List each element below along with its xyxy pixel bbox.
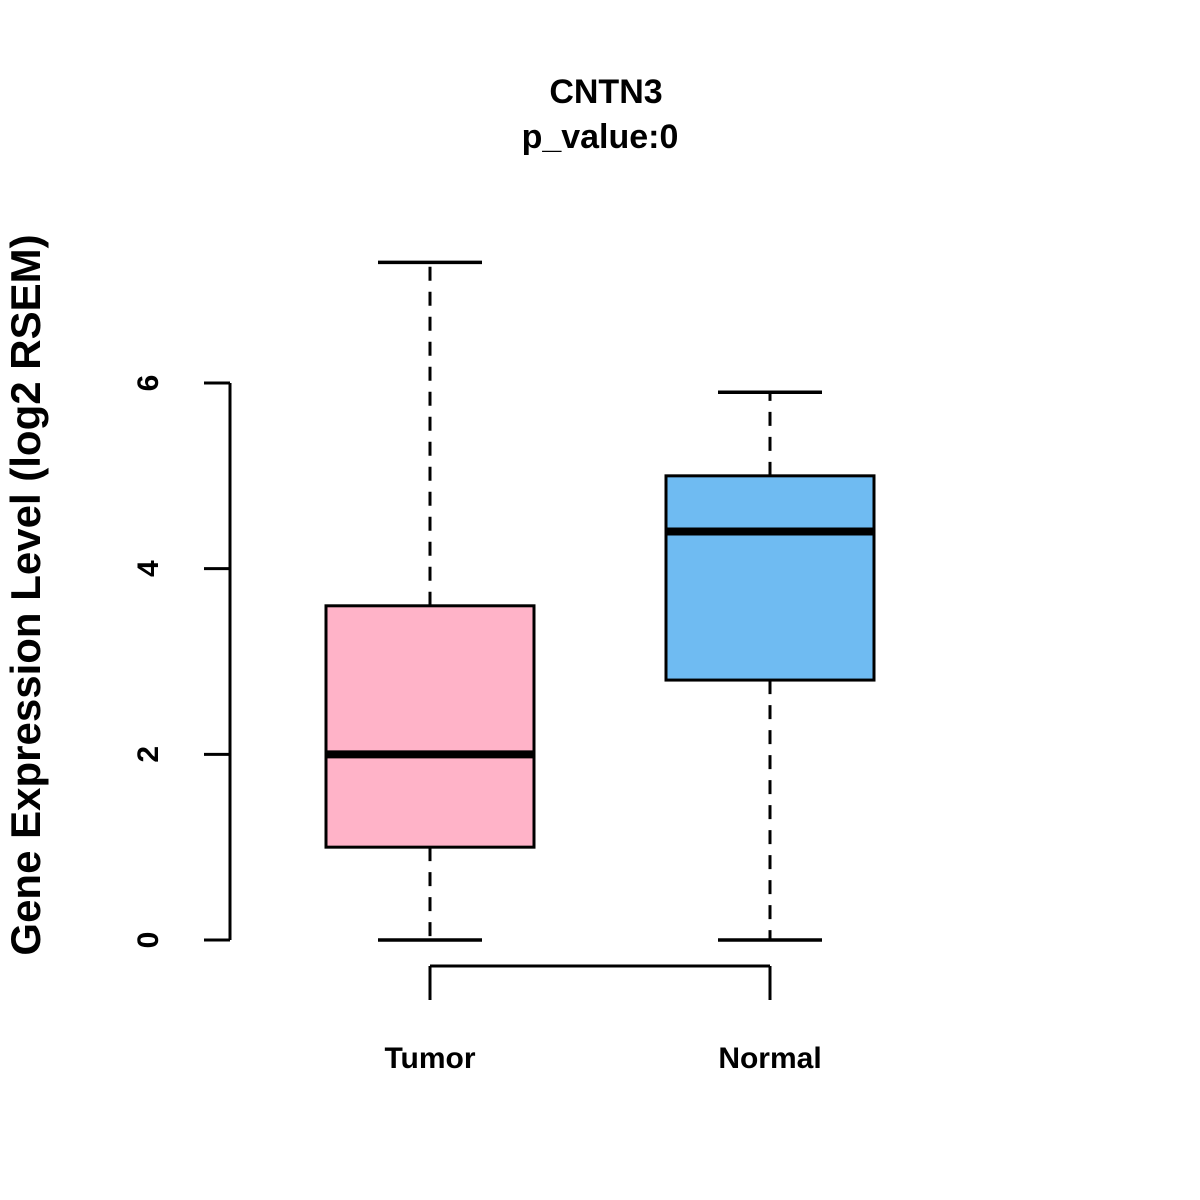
y-axis-label: Gene Expression Level (log2 RSEM) — [2, 234, 49, 955]
y-tick-label: 0 — [132, 932, 165, 949]
y-tick-label: 2 — [132, 746, 165, 763]
chart-title: CNTN3 — [549, 73, 662, 111]
plot-area: 0 2 4 6 Tumor Normal — [132, 260, 876, 1075]
box-normal — [664, 474, 876, 682]
x-category-label-tumor: Tumor — [384, 1042, 475, 1075]
x-category-label-normal: Normal — [718, 1042, 821, 1075]
y-tick-label: 4 — [132, 560, 165, 577]
y-tick-label: 6 — [132, 375, 165, 392]
box-tumor — [324, 604, 536, 849]
chart-subtitle: p_value:0 — [522, 118, 679, 156]
